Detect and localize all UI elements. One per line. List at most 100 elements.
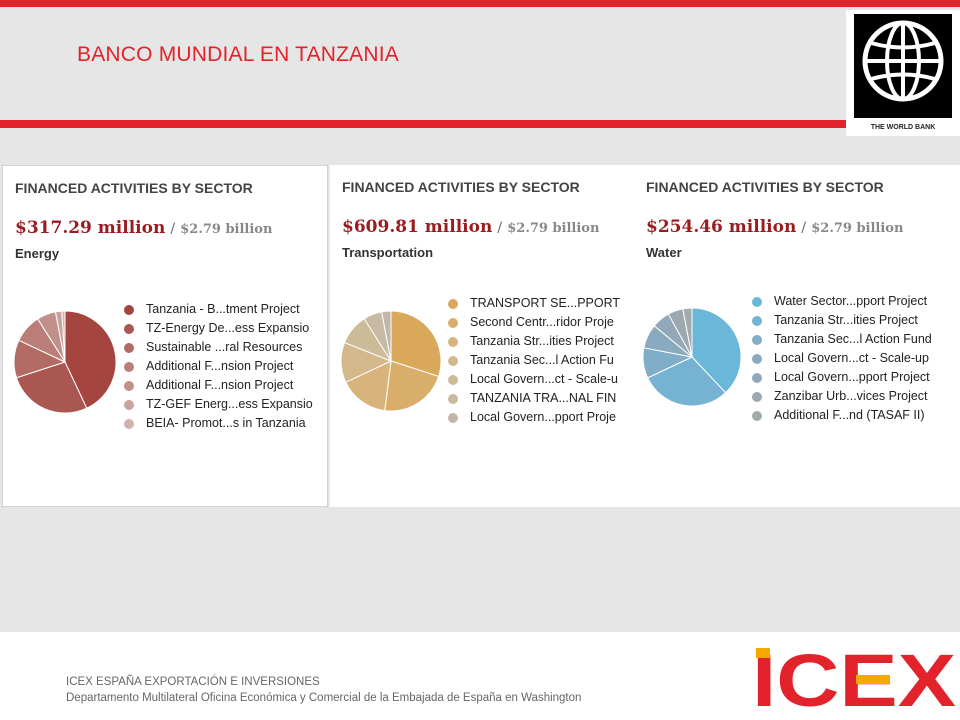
- legend-item[interactable]: Additional F...nsion Project: [124, 357, 328, 376]
- pie-chart-water: [642, 307, 742, 407]
- legend-label: Zanzibar Urb...vices Project: [774, 389, 928, 403]
- legend-label: Second Centr...ridor Proje: [470, 315, 614, 329]
- globe-icon: [862, 20, 944, 102]
- legend-swatch: [752, 392, 762, 402]
- legend-label: Local Govern...ct - Scale-u: [470, 372, 618, 386]
- pie-slice[interactable]: [384, 360, 440, 412]
- footer: ICEX ESPAÑA EXPORTACIÓN E INVERSIONES De…: [0, 632, 960, 720]
- footer-org-name: ICEX ESPAÑA EXPORTACIÓN E INVERSIONES: [66, 676, 320, 688]
- top-red-bar: [0, 0, 960, 7]
- legend-swatch: [752, 354, 762, 364]
- legend-label: TANZANIA TRA...NAL FIN: [470, 391, 617, 405]
- amount-separator: /: [170, 221, 176, 237]
- legend-label: Tanzania Sec...l Action Fund: [774, 332, 932, 346]
- legend-label: Tanzania Str...ities Project: [470, 334, 614, 348]
- legend-water: Water Sector...pport Project Tanzania Str…: [752, 292, 956, 425]
- legend-swatch: [124, 305, 134, 315]
- legend-item[interactable]: Zanzibar Urb...vices Project: [752, 387, 956, 406]
- panel-amount-line: $317.29 million / $2.79 billion: [15, 218, 272, 238]
- legend-item[interactable]: Additional F...nd (TASAF II): [752, 406, 956, 425]
- footer-department: Departamento Multilateral Oficina Económ…: [66, 692, 582, 704]
- legend-item[interactable]: Local Govern...ct - Scale-up: [752, 349, 956, 368]
- legend-label: Tanzania Str...ities Project: [774, 313, 918, 327]
- legend-swatch: [752, 373, 762, 383]
- legend-swatch: [448, 375, 458, 385]
- sector-panels: FINANCED ACTIVITIES BY SECTOR $317.29 mi…: [2, 165, 960, 507]
- legend-item[interactable]: BEIA- Promot...s in Tanzania: [124, 414, 328, 433]
- pie-slice[interactable]: [61, 310, 66, 363]
- amount-separator: /: [497, 220, 503, 236]
- legend-swatch: [448, 318, 458, 328]
- icex-logo-accent-bar: [856, 675, 890, 684]
- legend-label: Water Sector...pport Project: [774, 294, 928, 308]
- legend-swatch: [124, 324, 134, 334]
- icex-logo-accent: [756, 648, 770, 658]
- pie-slice[interactable]: [682, 307, 693, 358]
- pie-slice[interactable]: [15, 361, 88, 414]
- header-band: [0, 7, 960, 120]
- legend-item[interactable]: Tanzania Sec...l Action Fu: [448, 351, 634, 370]
- legend-item[interactable]: Second Centr...ridor Proje: [448, 313, 634, 332]
- legend-swatch: [752, 297, 762, 307]
- legend-label: Additional F...nsion Project: [146, 378, 294, 392]
- legend-item[interactable]: Local Govern...ct - Scale-u: [448, 370, 634, 389]
- legend-item[interactable]: Additional F...nsion Project: [124, 376, 328, 395]
- panel-energy: FINANCED ACTIVITIES BY SECTOR $317.29 mi…: [2, 165, 328, 507]
- sector-name: Transportation: [342, 245, 434, 260]
- legend-item[interactable]: Tanzania Sec...l Action Fund: [752, 330, 956, 349]
- legend-item[interactable]: Tanzania - B...tment Project: [124, 300, 328, 319]
- header-red-line: [0, 120, 960, 128]
- legend-swatch: [124, 343, 134, 353]
- legend-label: Local Govern...pport Project: [774, 370, 930, 384]
- legend-item[interactable]: TRANSPORT SE...PPORT: [448, 294, 634, 313]
- legend-swatch: [124, 419, 134, 429]
- pie-slice[interactable]: [691, 307, 742, 394]
- sector-name: Energy: [15, 246, 60, 261]
- legend-swatch: [752, 316, 762, 326]
- pie-slice[interactable]: [64, 310, 117, 409]
- legend-item[interactable]: Sustainable ...ral Resources: [124, 338, 328, 357]
- legend-label: Local Govern...ct - Scale-up: [774, 351, 929, 365]
- legend-energy: Tanzania - B...tment Project TZ-Energy De…: [124, 300, 328, 433]
- pie-chart-energy: [13, 310, 117, 414]
- legend-item[interactable]: Local Govern...pport Proje: [448, 408, 634, 427]
- icex-logo-text: ICEX: [752, 648, 956, 710]
- legend-item[interactable]: Tanzania Str...ities Project: [752, 311, 956, 330]
- legend-swatch: [448, 413, 458, 423]
- panel-heading: FINANCED ACTIVITIES BY SECTOR: [342, 179, 580, 195]
- legend-swatch: [752, 335, 762, 345]
- panel-transportation: FINANCED ACTIVITIES BY SECTOR $609.81 mi…: [330, 165, 634, 507]
- legend-item[interactable]: Local Govern...pport Project: [752, 368, 956, 387]
- pie-slice[interactable]: [390, 310, 442, 378]
- legend-transportation: TRANSPORT SE...PPORT Second Centr...ridor…: [448, 294, 634, 427]
- total-amount: $2.79 billion: [811, 221, 904, 236]
- legend-item[interactable]: TZ-GEF Energ...ess Expansio: [124, 395, 328, 414]
- panel-heading: FINANCED ACTIVITIES BY SECTOR: [15, 180, 253, 196]
- legend-swatch: [448, 299, 458, 309]
- legend-swatch: [124, 362, 134, 372]
- sector-amount: $254.46 million: [646, 217, 797, 237]
- legend-label: TZ-Energy De...ess Expansio: [146, 321, 310, 335]
- legend-label: TZ-GEF Energ...ess Expansio: [146, 397, 313, 411]
- pie-slice[interactable]: [381, 310, 392, 362]
- legend-swatch: [448, 337, 458, 347]
- legend-label: Additional F...nd (TASAF II): [774, 408, 925, 422]
- pie-chart-transportation: [340, 310, 442, 412]
- legend-label: TRANSPORT SE...PPORT: [470, 296, 621, 310]
- legend-item[interactable]: Water Sector...pport Project: [752, 292, 956, 311]
- legend-swatch: [448, 356, 458, 366]
- sector-amount: $317.29 million: [15, 218, 166, 238]
- legend-item[interactable]: Tanzania Str...ities Project: [448, 332, 634, 351]
- page-title: BANCO MUNDIAL EN TANZANIA: [77, 43, 399, 66]
- legend-item[interactable]: TZ-Energy De...ess Expansio: [124, 319, 328, 338]
- panel-amount-line: $609.81 million / $2.79 billion: [342, 217, 599, 237]
- world-bank-logo: THE WORLD BANK: [846, 10, 960, 136]
- pie-slice[interactable]: [345, 360, 392, 412]
- legend-label: Sustainable ...ral Resources: [146, 340, 303, 354]
- panel-amount-line: $254.46 million / $2.79 billion: [646, 217, 903, 237]
- legend-swatch: [448, 394, 458, 404]
- legend-swatch: [752, 411, 762, 421]
- sector-name: Water: [646, 245, 682, 260]
- legend-item[interactable]: TANZANIA TRA...NAL FIN: [448, 389, 634, 408]
- panel-water: FINANCED ACTIVITIES BY SECTOR $254.46 mi…: [634, 165, 960, 507]
